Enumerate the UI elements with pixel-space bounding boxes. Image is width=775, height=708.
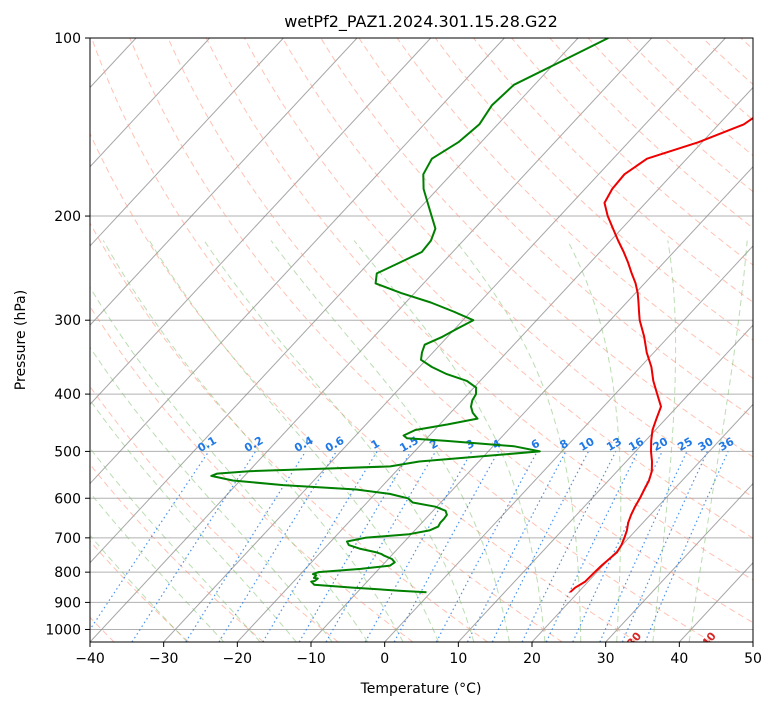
isotherm-line <box>90 38 579 564</box>
moist-adiabat-line <box>353 240 546 642</box>
y-tick-label: 300 <box>54 313 81 329</box>
dewpoint-profile-line <box>210 38 609 594</box>
isotherm-line <box>310 165 753 642</box>
dry-adiabat-line <box>434 38 753 341</box>
mixing-ratio-line <box>393 451 499 642</box>
mixing-ratio-line <box>298 451 412 642</box>
moist-adiabat-line <box>688 240 748 642</box>
isotherm-line <box>90 38 211 168</box>
mixing-ratio-line <box>185 451 307 642</box>
y-axis-label: Pressure (hPa) <box>13 290 29 390</box>
plot-frame <box>89 37 754 643</box>
isotherm-line <box>90 38 653 642</box>
x-tick-label: 0 <box>380 651 389 667</box>
dry-adiabat-line <box>90 132 563 642</box>
x-tick-label: 40 <box>670 651 688 667</box>
moist-adiabat-line <box>90 399 297 642</box>
dry-adiabat-line <box>473 38 753 303</box>
mixing-ratio-line <box>90 451 210 631</box>
mixing-ratio-line <box>218 451 337 642</box>
isotherm-line <box>384 245 753 642</box>
moist-adiabat-line <box>203 240 475 642</box>
sounding-profiles <box>210 38 753 594</box>
isotherm-line <box>90 38 358 326</box>
mixing-ratio-line <box>262 451 378 642</box>
dry-adiabat-line <box>205 38 753 581</box>
dry-adiabat-line <box>243 38 753 539</box>
x-tick-label: 20 <box>523 651 541 667</box>
y-tick-label: 700 <box>54 531 81 547</box>
dry-adiabat-line <box>90 540 190 642</box>
moist-adiabat-line <box>90 492 225 642</box>
y-tick-label: 1000 <box>45 622 81 638</box>
isotherm-line <box>90 38 432 406</box>
x-axis-label: Temperature (°C) <box>360 681 482 697</box>
y-tick-label: 900 <box>54 595 81 611</box>
y-tick-label: 600 <box>54 491 81 507</box>
isotherm-line <box>90 38 505 485</box>
x-tick-label: 50 <box>744 651 762 667</box>
isotherm-line <box>457 324 753 642</box>
dry-adiabat-line <box>167 38 753 624</box>
x-axis-ticks: −40 −30 −20 −10 0 10 20 30 40 50 <box>75 642 762 667</box>
x-tick-label: −10 <box>296 651 326 667</box>
moist-adiabat-line <box>90 346 333 642</box>
mixing-ratio-line <box>521 451 617 642</box>
isotherm-line <box>90 38 284 247</box>
moist-adiabat-line <box>455 240 582 642</box>
y-tick-label: 500 <box>54 444 81 460</box>
y-tick-label: 200 <box>54 209 81 225</box>
mixing-ratio-line <box>131 451 257 642</box>
dry-adiabats <box>90 38 753 642</box>
mixing-ratio-lines <box>90 451 729 642</box>
y-axis-ticks: 100 200 300 400 500 600 700 800 900 1000 <box>45 31 90 638</box>
dry-adiabat-line <box>90 222 488 642</box>
isotherm-line <box>531 403 753 642</box>
moist-adiabat-line <box>90 286 369 642</box>
x-tick-label: −20 <box>223 651 253 667</box>
mixing-ratio-line <box>545 451 639 642</box>
moist-adiabats <box>90 240 748 642</box>
dry-adiabat-line <box>91 38 638 642</box>
moist-adiabat-line <box>148 240 439 642</box>
dry-adiabat-line <box>282 38 753 498</box>
dry-adiabat-line <box>129 38 712 642</box>
moist-adiabat-line <box>90 447 261 642</box>
moist-adiabat-line <box>102 240 404 642</box>
isotherm-line <box>605 482 753 642</box>
y-tick-label: 100 <box>54 31 81 47</box>
chart-title: wetPf2_PAZ1.2024.301.15.28.G22 <box>284 12 558 32</box>
dry-adiabat-line <box>90 463 264 642</box>
x-tick-label: −40 <box>75 651 105 667</box>
plot-area: 30 40 0.1 0.2 0.4 0.6 1 1.5 2 3 4 6 8 10 13 16 20 25 30 36 <box>90 38 753 642</box>
y-tick-label: 800 <box>54 565 81 581</box>
y-tick-label: 400 <box>54 387 81 403</box>
temperature-profile-line <box>569 116 753 593</box>
x-tick-label: −30 <box>149 651 179 667</box>
x-tick-label: 10 <box>449 651 467 667</box>
isotherm-line <box>163 38 726 642</box>
moist-adiabat-line <box>270 240 510 642</box>
dry-adiabat-line <box>90 385 339 642</box>
x-tick-label: 30 <box>597 651 615 667</box>
